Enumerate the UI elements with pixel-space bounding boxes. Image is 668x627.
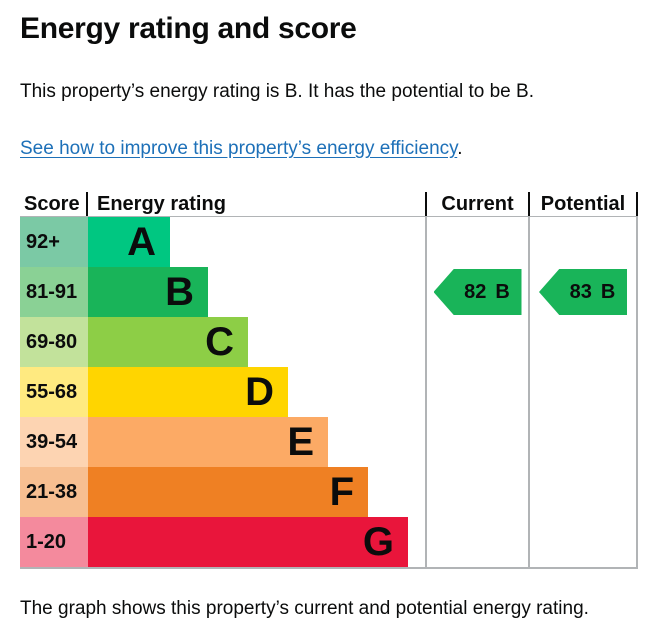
current-band-letter: B [495,280,510,303]
band-bar-a: A [88,217,170,267]
bar-zone-b: B [88,267,427,317]
potential-cell-d [530,367,638,417]
header-current: Current [427,191,530,216]
chart-caption: The graph shows this property’s current … [20,598,589,619]
rating-summary-text: This property’s energy rating is B. It h… [20,81,534,102]
potential-cell-e [530,417,638,467]
current-cell-a [427,217,530,267]
band-row-b: 81-91 B 82 B 83 B [20,267,638,317]
energy-rating-chart: Score Energy rating Current Potential 92… [20,191,638,569]
band-bar-c: C [88,317,248,367]
current-cell-c [427,317,530,367]
improve-efficiency-link[interactable]: See how to improve this property’s energ… [20,138,458,159]
band-letter-b: B [165,270,194,314]
potential-cell-g [530,517,638,567]
bar-zone-g: G [88,517,427,567]
current-cell-g [427,517,530,567]
band-letter-a: A [127,220,156,264]
page-title: Energy rating and score [20,12,357,45]
band-bar-d: D [88,367,288,417]
band-bar-b: B [88,267,208,317]
current-cell-f [427,467,530,517]
bar-zone-c: C [88,317,427,367]
header-energy-rating: Energy rating [88,191,427,216]
band-letter-d: D [245,370,274,414]
potential-cell-b: 83 B [530,267,638,317]
current-cell-d [427,367,530,417]
score-range-c: 69-80 [20,317,88,367]
chart-header-row: Score Energy rating Current Potential [20,191,638,217]
score-range-a: 92+ [20,217,88,267]
score-range-d: 55-68 [20,367,88,417]
current-score-value: 82 [464,280,487,303]
band-letter-c: C [205,320,234,364]
band-row-a: 92+ A [20,217,638,267]
score-range-g: 1-20 [20,517,88,567]
band-row-e: 39-54 E [20,417,638,467]
score-range-f: 21-38 [20,467,88,517]
band-row-f: 21-38 F [20,467,638,517]
current-rating-arrow: 82 B [433,269,522,315]
chart-body: 92+ A 81-91 B 82 B 83 B 69-80 C 55-68 D 39-54 E 21-38 F… [20,217,638,569]
band-row-c: 69-80 C [20,317,638,367]
current-cell-e [427,417,530,467]
potential-cell-f [530,467,638,517]
bar-zone-d: D [88,367,427,417]
band-bar-f: F [88,467,368,517]
potential-rating-arrow: 83 B [539,269,627,315]
potential-band-letter: B [600,280,616,303]
potential-score-value: 83 [569,280,592,303]
potential-cell-c [530,317,638,367]
bar-zone-e: E [88,417,427,467]
band-row-d: 55-68 D [20,367,638,417]
potential-cell-a [530,217,638,267]
bar-zone-f: F [88,467,427,517]
band-bar-g: G [88,517,408,567]
link-period: . [457,138,463,159]
header-potential: Potential [530,191,638,216]
improve-link-line: See how to improve this property’s energ… [20,138,654,160]
score-range-b: 81-91 [20,267,88,317]
header-score: Score [20,191,88,216]
band-bar-e: E [88,417,328,467]
band-letter-f: F [329,470,354,514]
band-letter-e: E [287,420,314,464]
band-row-g: 1-20 G [20,517,638,567]
band-letter-g: G [362,520,394,564]
bar-zone-a: A [88,217,427,267]
score-range-e: 39-54 [20,417,88,467]
current-cell-b: 82 B [427,267,530,317]
